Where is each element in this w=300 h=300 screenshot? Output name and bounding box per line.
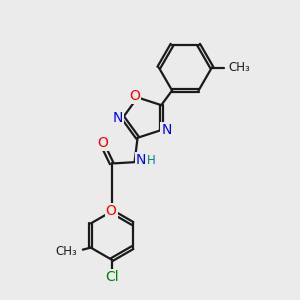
Text: O: O (106, 204, 116, 218)
Text: CH₃: CH₃ (55, 244, 77, 258)
Text: N: N (112, 111, 123, 124)
Text: H: H (147, 154, 156, 167)
Text: N: N (161, 123, 172, 137)
Text: CH₃: CH₃ (228, 61, 250, 74)
Text: Cl: Cl (105, 270, 118, 284)
Text: N: N (136, 153, 146, 167)
Text: O: O (129, 89, 140, 103)
Text: O: O (98, 136, 108, 150)
